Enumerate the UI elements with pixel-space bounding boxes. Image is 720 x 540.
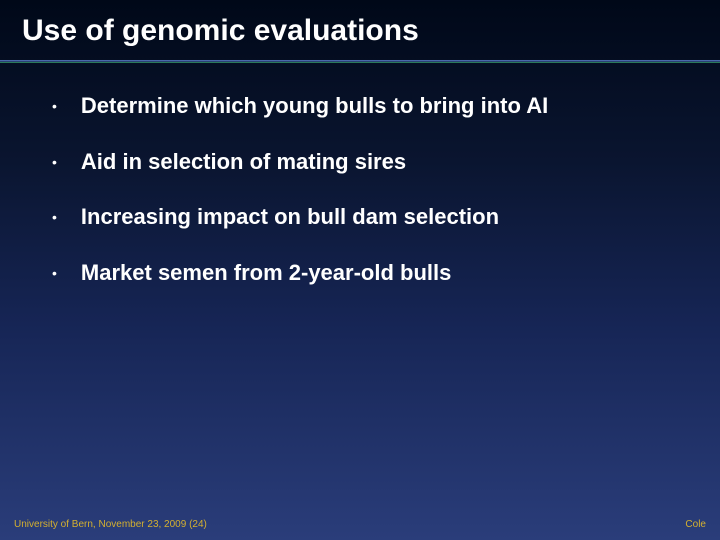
bullet-text: Market semen from 2-year-old bulls bbox=[81, 258, 451, 288]
footer-left-text: University of Bern, November 23, 2009 (2… bbox=[14, 519, 207, 530]
bullet-icon: • bbox=[52, 265, 57, 281]
footer: University of Bern, November 23, 2009 (2… bbox=[0, 519, 720, 530]
list-item: • Increasing impact on bull dam selectio… bbox=[52, 202, 668, 232]
list-item: • Aid in selection of mating sires bbox=[52, 147, 668, 177]
bullet-text: Determine which young bulls to bring int… bbox=[81, 91, 548, 121]
bullet-icon: • bbox=[52, 209, 57, 225]
bullet-text: Aid in selection of mating sires bbox=[81, 147, 406, 177]
bullet-icon: • bbox=[52, 98, 57, 114]
bullet-text: Increasing impact on bull dam selection bbox=[81, 202, 499, 232]
bullet-icon: • bbox=[52, 154, 57, 170]
list-item: • Market semen from 2-year-old bulls bbox=[52, 258, 668, 288]
bullet-list: • Determine which young bulls to bring i… bbox=[0, 63, 720, 288]
footer-right-text: Cole bbox=[685, 519, 706, 530]
list-item: • Determine which young bulls to bring i… bbox=[52, 91, 668, 121]
slide-title: Use of genomic evaluations bbox=[0, 0, 720, 48]
